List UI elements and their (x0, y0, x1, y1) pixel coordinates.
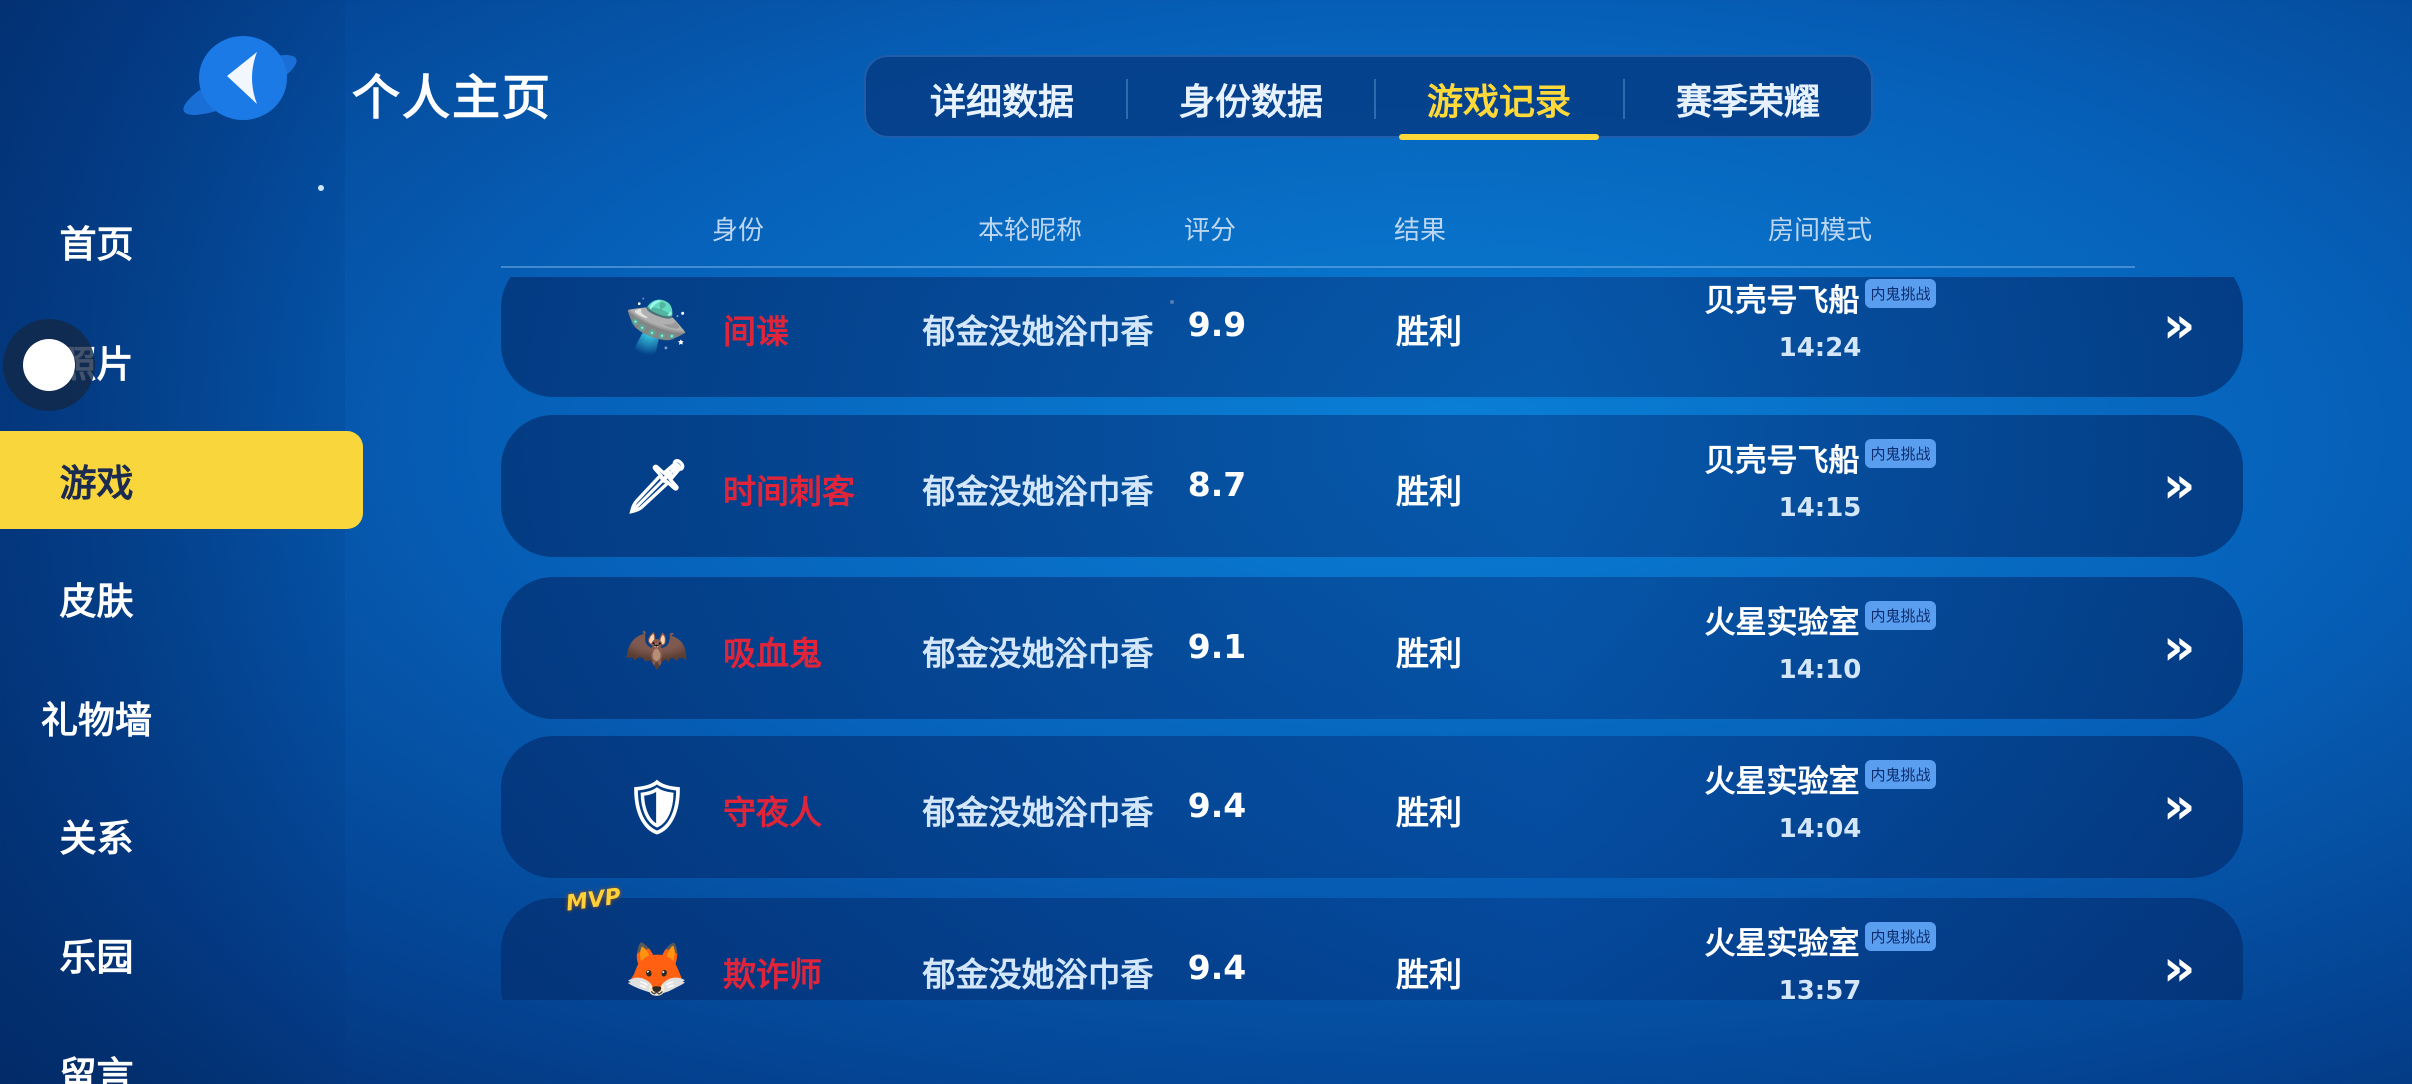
score: 9.9 (1187, 305, 1247, 344)
role-name: 时间刺客 (723, 472, 855, 511)
room-mode: 火星实验室 内鬼挑战 (1620, 918, 2020, 963)
sidebar (0, 0, 345, 1084)
mode-badge: 内鬼挑战 (1865, 601, 1936, 630)
room-mode: 火星实验室 内鬼挑战 (1620, 756, 2020, 801)
mode-badge: 内鬼挑战 (1865, 439, 1936, 468)
room-mode: 火星实验室 内鬼挑战 (1620, 597, 2020, 642)
column-header: 身份 (711, 216, 765, 246)
header-divider (501, 266, 2135, 268)
result: 胜利 (1396, 955, 1462, 994)
mvp-badge: MVP (564, 884, 623, 917)
game-time: 14:15 (1778, 493, 1862, 523)
role-name: 吸血鬼 (723, 634, 822, 673)
result: 胜利 (1396, 312, 1462, 351)
column-header: 结果 (1393, 216, 1447, 246)
sidebar-item[interactable]: 留言 (59, 1054, 134, 1084)
sidebar-item[interactable]: 皮肤 (59, 580, 134, 623)
tab-divider (1374, 79, 1376, 119)
score: 9.1 (1187, 627, 1247, 666)
page-title: 个人主页 (352, 70, 553, 126)
game-record-row[interactable]: 🗡 时间刺客 郁金没她浴巾香 8.7 胜利 贝壳号飞船 内鬼挑战 14:15» (501, 415, 2243, 557)
game-time: 14:10 (1778, 655, 1862, 685)
game-record-list[interactable]: 🛸 间谍 郁金没她浴巾香 9.9 胜利 贝壳号飞船 内鬼挑战 14:24» 🗡 时间刺客 郁金没她浴… (480, 277, 2280, 1000)
double-chevron-right-icon[interactable]: » (2163, 939, 2196, 997)
game-time: 14:24 (1778, 333, 1862, 363)
game-time: 14:04 (1778, 814, 1862, 844)
sidebar-item[interactable]: 关系 (59, 817, 134, 860)
bat-icon: 🦇 (624, 619, 689, 679)
room-mode: 贝壳号飞船 内鬼挑战 (1620, 435, 2020, 480)
sidebar-item[interactable]: 首页 (59, 223, 134, 266)
role-name: 守夜人 (723, 793, 822, 832)
room-name: 贝壳号飞船 (1704, 443, 1860, 479)
tab[interactable]: 详细数据 (929, 81, 1074, 123)
nickname: 郁金没她浴巾香 (922, 955, 1154, 994)
column-header: 房间模式 (1767, 216, 1873, 246)
mode-badge: 内鬼挑战 (1865, 922, 1936, 951)
result: 胜利 (1396, 472, 1462, 511)
tab[interactable]: 身份数据 (1178, 81, 1323, 123)
game-record-row[interactable]: 🛸 间谍 郁金没她浴巾香 9.9 胜利 贝壳号飞船 内鬼挑战 14:24» (501, 277, 2243, 397)
room-name: 火星实验室 (1704, 926, 1860, 962)
double-chevron-right-icon[interactable]: » (2163, 618, 2196, 676)
tab[interactable]: 赛季荣耀 (1675, 81, 1820, 123)
nickname: 郁金没她浴巾香 (922, 793, 1154, 832)
game-record-row[interactable]: 🦇 吸血鬼 郁金没她浴巾香 9.1 胜利 火星实验室 内鬼挑战 14:10» (501, 577, 2243, 719)
game-record-row[interactable]: 🦊 MVP 欺诈师 郁金没她浴巾香 9.4 胜利 火星实验室 内鬼挑战 13:57 » (501, 884, 2243, 1000)
tab-divider (1623, 79, 1625, 119)
sword-clock-icon: 🗡 (624, 457, 691, 517)
room-mode: 贝壳号飞船 内鬼挑战 (1620, 277, 2020, 320)
role-name: 欺诈师 (723, 955, 822, 994)
score: 9.4 (1187, 948, 1247, 987)
role-name: 间谍 (723, 312, 789, 351)
score: 9.4 (1187, 786, 1247, 825)
result: 胜利 (1396, 634, 1462, 673)
score: 8.7 (1187, 465, 1247, 504)
double-chevron-right-icon[interactable]: » (2163, 296, 2196, 354)
double-chevron-right-icon[interactable]: » (2163, 456, 2196, 514)
double-chevron-right-icon[interactable]: » (2163, 777, 2196, 835)
game-record-row[interactable]: 🛡 守夜人 郁金没她浴巾香 9.4 胜利 火星实验室 内鬼挑战 14:04» (501, 736, 2243, 878)
column-header: 本轮昵称 (977, 216, 1083, 246)
result: 胜利 (1396, 793, 1462, 832)
nickname: 郁金没她浴巾香 (922, 312, 1154, 351)
room-name: 火星实验室 (1704, 605, 1860, 641)
column-header: 评分 (1183, 216, 1237, 246)
nickname: 郁金没她浴巾香 (922, 472, 1154, 511)
sidebar-item[interactable]: 乐园 (59, 936, 134, 979)
game-time: 13:57 (1778, 976, 1862, 1000)
star-dot (318, 185, 324, 191)
tab-divider (1126, 79, 1128, 119)
mode-badge: 内鬼挑战 (1865, 279, 1936, 308)
mode-badge: 内鬼挑战 (1865, 760, 1936, 789)
tab-bar: 详细数据 身份数据 游戏记录 赛季荣耀 (864, 55, 1873, 140)
back-planet-icon[interactable] (175, 30, 305, 130)
nickname: 郁金没她浴巾香 (922, 634, 1154, 673)
floating-assistive-button[interactable] (3, 319, 95, 411)
owl-shield-icon: 🛡 (624, 778, 691, 838)
tab[interactable]: 游戏记录 (1384, 57, 1614, 140)
sidebar-item[interactable]: 游戏 (0, 431, 363, 529)
sidebar-item[interactable]: 礼物墙 (41, 699, 152, 742)
fox-tail-icon: 🦊 (624, 940, 689, 1000)
room-name: 火星实验室 (1704, 764, 1860, 800)
room-name: 贝壳号飞船 (1704, 283, 1860, 319)
ufo-hat-icon: 🛸 (624, 297, 689, 357)
